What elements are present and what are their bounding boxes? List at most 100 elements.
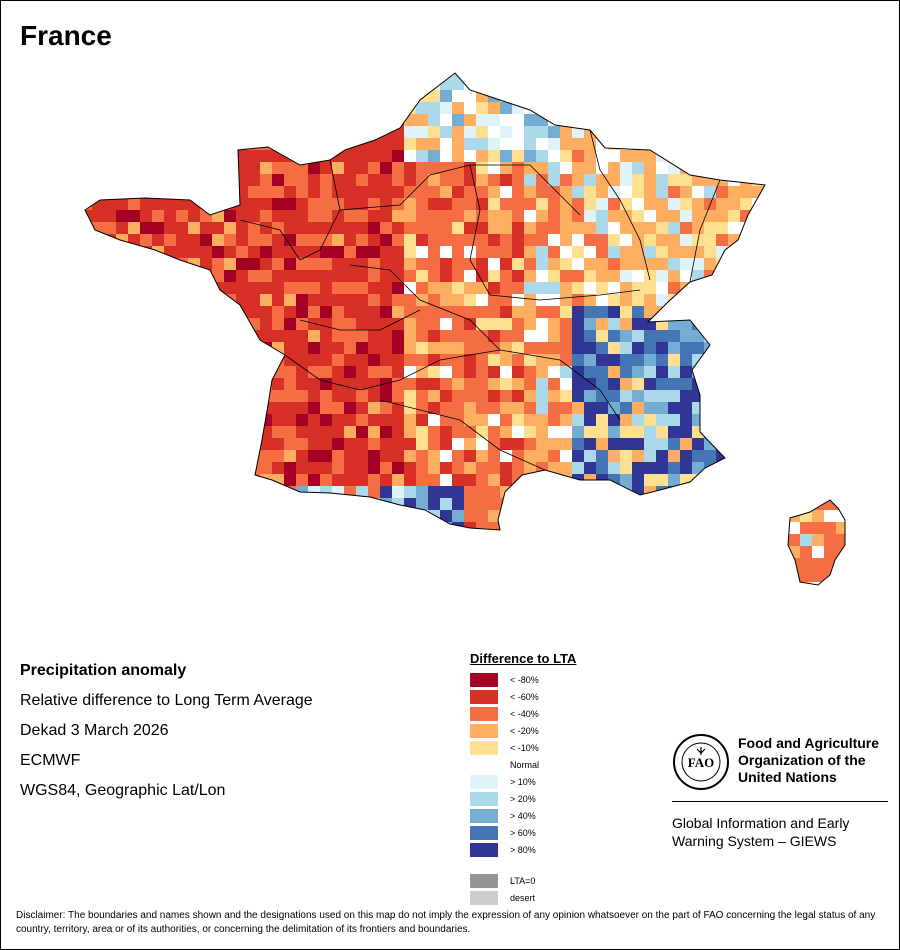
anomaly-cell bbox=[152, 570, 164, 582]
anomaly-cell bbox=[296, 414, 308, 426]
anomaly-cell bbox=[296, 102, 308, 114]
anomaly-cell bbox=[776, 186, 788, 198]
anomaly-cell bbox=[224, 510, 236, 522]
anomaly-cell bbox=[524, 222, 536, 234]
anomaly-cell bbox=[764, 78, 776, 90]
anomaly-cell bbox=[620, 414, 632, 426]
legend-item: < -60% bbox=[470, 688, 576, 705]
anomaly-cell bbox=[92, 330, 104, 342]
anomaly-cell bbox=[452, 402, 464, 414]
anomaly-cell bbox=[392, 438, 404, 450]
anomaly-cell bbox=[548, 282, 560, 294]
anomaly-cell bbox=[692, 73, 704, 78]
anomaly-cell bbox=[284, 234, 296, 246]
anomaly-cell bbox=[116, 414, 128, 426]
anomaly-cell bbox=[416, 222, 428, 234]
anomaly-cell bbox=[296, 534, 308, 546]
anomaly-cell bbox=[572, 198, 584, 210]
anomaly-cell bbox=[764, 234, 776, 246]
anomaly-cell bbox=[104, 318, 116, 330]
anomaly-cell bbox=[224, 438, 236, 450]
anomaly-cell bbox=[548, 246, 560, 258]
anomaly-cell bbox=[404, 294, 416, 306]
anomaly-cell bbox=[836, 534, 845, 546]
anomaly-cell bbox=[104, 73, 116, 78]
anomaly-cell bbox=[248, 126, 260, 138]
anomaly-cell bbox=[380, 546, 392, 558]
anomaly-cell bbox=[188, 534, 200, 546]
anomaly-cell bbox=[176, 342, 188, 354]
anomaly-cell bbox=[176, 378, 188, 390]
anomaly-cell bbox=[704, 378, 716, 390]
anomaly-cell bbox=[368, 582, 380, 585]
anomaly-cell bbox=[428, 306, 440, 318]
anomaly-cell bbox=[716, 474, 728, 486]
anomaly-cell bbox=[332, 114, 344, 126]
anomaly-cell bbox=[176, 450, 188, 462]
anomaly-cell bbox=[680, 318, 692, 330]
anomaly-cell bbox=[140, 378, 152, 390]
anomaly-cell bbox=[368, 594, 380, 600]
anomaly-cell bbox=[236, 546, 248, 558]
anomaly-cell bbox=[200, 366, 212, 378]
anomaly-cell bbox=[188, 342, 200, 354]
anomaly-cell bbox=[224, 102, 236, 114]
anomaly-cell bbox=[500, 354, 512, 366]
anomaly-cell bbox=[428, 114, 440, 126]
anomaly-cell bbox=[500, 366, 512, 378]
anomaly-cell bbox=[536, 342, 548, 354]
anomaly-cell bbox=[140, 174, 152, 186]
anomaly-cell bbox=[584, 102, 596, 114]
anomaly-cell bbox=[332, 102, 344, 114]
anomaly-cell bbox=[560, 150, 572, 162]
anomaly-cell bbox=[536, 90, 548, 102]
anomaly-cell bbox=[800, 390, 812, 402]
anomaly-cell bbox=[284, 462, 296, 474]
anomaly-cell bbox=[104, 558, 116, 570]
anomaly-cell bbox=[716, 378, 728, 390]
anomaly-cell bbox=[104, 534, 116, 546]
anomaly-cell bbox=[692, 510, 704, 522]
anomaly-cell bbox=[416, 234, 428, 246]
anomaly-cell bbox=[728, 462, 740, 474]
anomaly-cell bbox=[236, 402, 248, 414]
legend-item: < -20% bbox=[470, 722, 576, 739]
anomaly-cell bbox=[296, 546, 308, 558]
anomaly-cell bbox=[152, 366, 164, 378]
anomaly-cell bbox=[320, 414, 332, 426]
anomaly-cell bbox=[536, 210, 548, 222]
anomaly-cell bbox=[536, 162, 548, 174]
anomaly-cell bbox=[596, 222, 608, 234]
anomaly-cell bbox=[824, 450, 836, 462]
anomaly-cell bbox=[308, 498, 320, 510]
anomaly-cell bbox=[308, 438, 320, 450]
anomaly-cell bbox=[524, 546, 536, 558]
anomaly-cell bbox=[572, 546, 584, 558]
anomaly-cell bbox=[212, 570, 224, 582]
anomaly-cell bbox=[212, 474, 224, 486]
anomaly-cell bbox=[212, 354, 224, 366]
anomaly-cell bbox=[596, 102, 608, 114]
anomaly-cell bbox=[248, 73, 260, 78]
anomaly-cell bbox=[620, 462, 632, 474]
anomaly-cell bbox=[128, 150, 140, 162]
anomaly-cell bbox=[800, 198, 812, 210]
anomaly-cell bbox=[380, 450, 392, 462]
anomaly-cell bbox=[200, 354, 212, 366]
anomaly-cell bbox=[356, 390, 368, 402]
anomaly-cell bbox=[500, 318, 512, 330]
anomaly-cell bbox=[92, 90, 104, 102]
anomaly-cell bbox=[692, 462, 704, 474]
anomaly-cell bbox=[416, 558, 428, 570]
anomaly-cell bbox=[85, 258, 92, 270]
anomaly-cell bbox=[620, 222, 632, 234]
anomaly-cell bbox=[248, 510, 260, 522]
anomaly-cell bbox=[536, 306, 548, 318]
anomaly-cell bbox=[764, 73, 776, 78]
anomaly-cell bbox=[836, 558, 845, 570]
anomaly-cell bbox=[656, 522, 668, 534]
anomaly-cell bbox=[85, 510, 92, 522]
anomaly-cell bbox=[212, 486, 224, 498]
legend-label: > 40% bbox=[510, 810, 536, 821]
anomaly-cell bbox=[716, 270, 728, 282]
